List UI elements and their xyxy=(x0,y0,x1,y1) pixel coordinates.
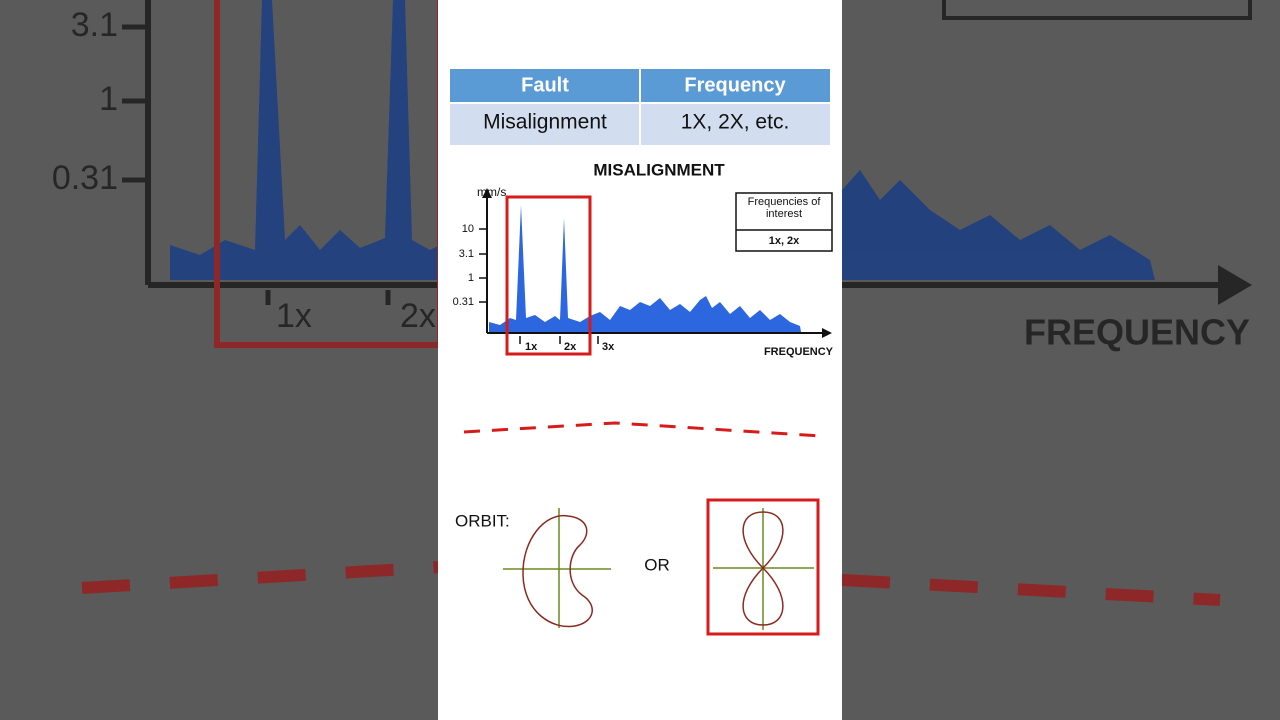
legend-title: Frequencies of interest xyxy=(747,196,821,220)
table-header: Fault xyxy=(521,74,569,96)
table-text: Misalignment xyxy=(483,111,607,134)
y-tick-label: 10 xyxy=(462,223,474,235)
bg-tick: 1x xyxy=(276,297,312,335)
background-copy: 3.1 1 0.31 1x 2x FREQUENCY xyxy=(52,0,1252,606)
legend-box xyxy=(735,192,833,252)
y-tick-label: 3.1 xyxy=(459,248,474,260)
table-cell xyxy=(641,104,830,145)
highlight-box xyxy=(706,498,820,636)
bg-tick: 0.31 xyxy=(52,159,118,197)
bg-legend xyxy=(942,0,1252,20)
bg-spectrum xyxy=(170,0,440,280)
table-header-cell xyxy=(641,69,830,102)
bg-tick: 1 xyxy=(99,80,118,118)
legend-title-box: Frequencies of interest xyxy=(747,196,821,220)
x-tick-label: 3x xyxy=(602,341,615,353)
x-label: FREQUENCY xyxy=(764,346,834,358)
legend-value: 1x, 2x xyxy=(769,235,800,247)
spectrum-fill xyxy=(489,205,801,332)
x-tick-label: 1x xyxy=(525,341,538,353)
bg-x-label: FREQUENCY xyxy=(1024,312,1250,353)
highlight-box xyxy=(505,195,592,356)
bg-dash xyxy=(81,561,441,594)
table-header: Frequency xyxy=(684,74,786,96)
table-text: 1X, 2X, etc. xyxy=(681,111,790,134)
y-tick-label: 0.31 xyxy=(453,296,474,308)
y-label: mm/s xyxy=(477,185,506,199)
bg-spectrum xyxy=(842,170,1155,280)
spectrum-title: MISALIGNMENT xyxy=(593,160,725,179)
x-tick-label: 2x xyxy=(564,341,577,353)
bg-arrow xyxy=(1218,265,1252,305)
orbit-separator: OR xyxy=(644,555,670,574)
table-cell xyxy=(450,104,639,145)
bg-tick: 3.1 xyxy=(71,6,118,44)
y-tick-label: 1 xyxy=(468,272,474,284)
table-header-cell xyxy=(450,69,639,102)
dashed-line xyxy=(463,421,823,438)
arrow xyxy=(482,188,492,198)
bg-tick: 2x xyxy=(400,297,436,335)
bg-dash xyxy=(841,574,1221,606)
orbit-figure-eight xyxy=(742,511,784,626)
orbit-label: ORBIT: xyxy=(455,511,510,530)
orbit-crescent xyxy=(522,514,593,628)
arrow xyxy=(822,328,832,338)
